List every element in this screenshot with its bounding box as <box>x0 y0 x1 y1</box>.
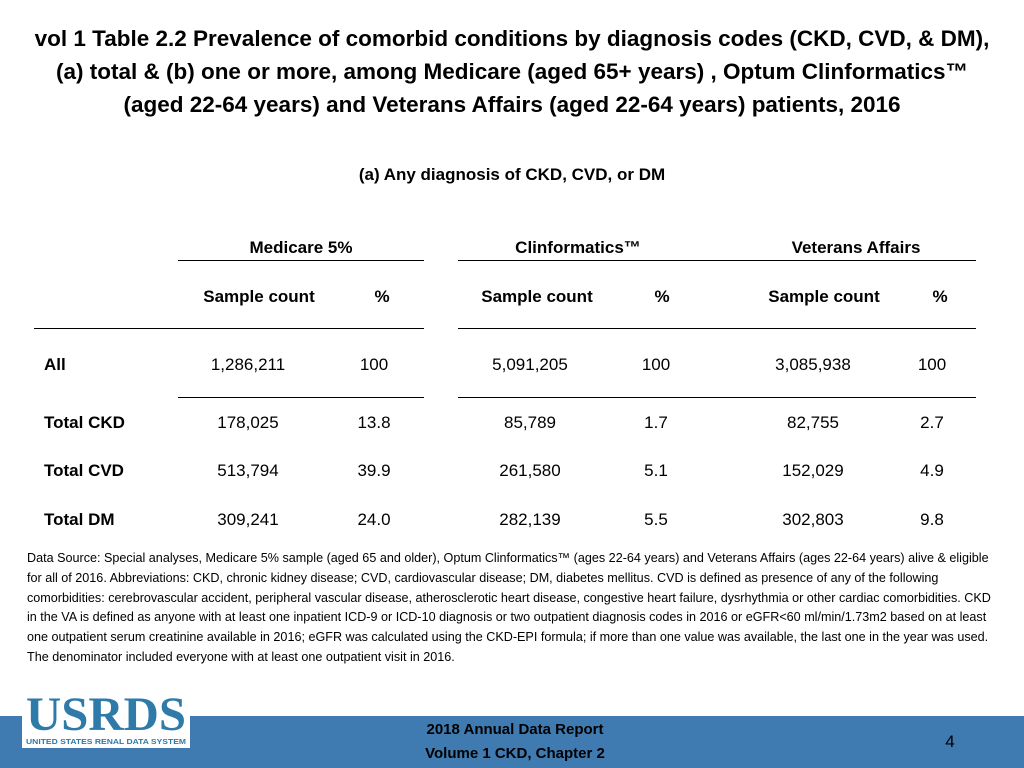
header-rule-left <box>34 328 424 329</box>
group-header-medicare: Medicare 5% <box>249 238 353 257</box>
medicare-count-cell: 178,025 <box>217 413 279 432</box>
subheader-medicare-pct: % <box>374 287 390 306</box>
clinformatics-count-cell: 261,580 <box>499 461 561 480</box>
page-number: 4 <box>945 732 955 751</box>
medicare-count-cell: 309,241 <box>217 510 279 529</box>
subheader-medicare-count: Sample count <box>203 287 315 306</box>
medicare-pct-cell: 24.0 <box>357 510 391 529</box>
report-label: 2018 Annual Data Report Volume 1 CKD, Ch… <box>330 718 700 766</box>
group-header-clinformatics: Clinformatics™ <box>515 238 641 257</box>
va-pct-cell: 2.7 <box>920 413 944 432</box>
row-label: Total CVD <box>44 461 124 480</box>
all-row-rule-right <box>458 397 976 398</box>
va-count-cell: 302,803 <box>782 510 844 529</box>
subheader-clinformatics-count: Sample count <box>481 287 593 306</box>
header-rule-right <box>458 328 976 329</box>
table-subtitle: (a) Any diagnosis of CKD, CVD, or DM <box>358 165 666 184</box>
usrds-logo: USRDS UNITED STATES RENAL DATA SYSTEM <box>22 690 190 748</box>
clinformatics-count-cell: 282,139 <box>499 510 561 529</box>
medicare-pct-cell: 13.8 <box>357 413 391 432</box>
va-count-cell: 3,085,938 <box>775 355 851 374</box>
medicare-pct-cell: 100 <box>359 355 389 374</box>
report-line-2: Volume 1 CKD, Chapter 2 <box>425 745 605 762</box>
row-label: Total DM <box>44 510 115 529</box>
clinformatics-pct-cell: 5.5 <box>644 510 668 529</box>
group-header-veterans-affairs: Veterans Affairs <box>791 238 921 257</box>
subheader-clinformatics-pct: % <box>654 287 670 306</box>
group-rule-clinformatics-va <box>458 260 976 261</box>
va-pct-cell: 9.8 <box>920 510 944 529</box>
va-count-cell: 82,755 <box>787 413 839 432</box>
clinformatics-pct-cell: 1.7 <box>644 413 668 432</box>
report-line-1: 2018 Annual Data Report <box>426 721 604 738</box>
title-line-1: vol 1 Table 2.2 Prevalence of comorbid c… <box>34 26 990 51</box>
va-pct-cell: 100 <box>917 355 947 374</box>
title-line-3: (aged 22-64 years) and Veterans Affairs … <box>123 92 901 117</box>
group-rule-medicare <box>178 260 424 261</box>
subheader-va-pct: % <box>932 287 948 306</box>
title-line-2: (a) total & (b) one or more, among Medic… <box>55 59 969 84</box>
all-row-rule-left <box>178 397 424 398</box>
data-source-note: Data Source: Special analyses, Medicare … <box>27 551 991 664</box>
page-title: vol 1 Table 2.2 Prevalence of comorbid c… <box>0 22 1024 121</box>
clinformatics-pct-cell: 5.1 <box>644 461 668 480</box>
va-pct-cell: 4.9 <box>920 461 944 480</box>
clinformatics-pct-cell: 100 <box>641 355 671 374</box>
row-label: All <box>44 355 66 374</box>
row-label: Total CKD <box>44 413 125 432</box>
logo-subtext: UNITED STATES RENAL DATA SYSTEM <box>26 737 186 746</box>
va-count-cell: 152,029 <box>782 461 844 480</box>
medicare-count-cell: 513,794 <box>217 461 279 480</box>
subheader-va-count: Sample count <box>768 287 880 306</box>
medicare-count-cell: 1,286,211 <box>210 355 286 374</box>
clinformatics-count-cell: 85,789 <box>504 413 556 432</box>
clinformatics-count-cell: 5,091,205 <box>492 355 568 374</box>
medicare-pct-cell: 39.9 <box>357 461 391 480</box>
logo-text: USRDS <box>26 690 186 741</box>
